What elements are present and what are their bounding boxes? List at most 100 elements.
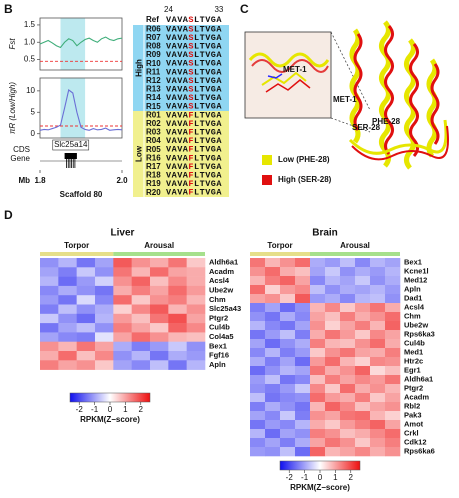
heatmap-cell [265, 258, 281, 268]
heatmap-cell [186, 304, 206, 315]
residue: T [200, 154, 205, 164]
residue: V [177, 111, 183, 121]
colorbar [69, 392, 151, 403]
residue: S [188, 59, 193, 69]
row-label: R04 [146, 136, 161, 145]
gene-label: Pak3 [404, 410, 422, 419]
residue: A [172, 59, 178, 69]
residue: L [194, 68, 199, 78]
residue: L [194, 171, 199, 181]
heatmap-cell [295, 339, 311, 349]
heatmap-cell [186, 295, 206, 305]
heatmap-cell [355, 366, 371, 376]
heatmap-cell [325, 285, 341, 295]
gene-label: Crkl [404, 428, 419, 437]
residue: V [166, 93, 172, 103]
heatmap-cell [370, 321, 386, 331]
sequence: VAVASLTVGA [166, 42, 222, 52]
heatmap-cell [385, 438, 401, 448]
heatmap-cell [295, 285, 311, 295]
heatmap-cell [150, 323, 169, 333]
residue: L [194, 15, 199, 25]
residue: V [166, 85, 172, 95]
residue: G [211, 188, 216, 198]
residue: G [211, 179, 216, 189]
heatmap-cell [355, 321, 371, 331]
heatmap-cell [131, 285, 151, 296]
residue: L [194, 162, 199, 172]
heatmap-cell [370, 267, 386, 277]
sequence: VAVAFLTVGA [166, 145, 222, 155]
residue: G [211, 171, 216, 181]
heatmap-cell [310, 267, 326, 277]
residue: A [183, 15, 189, 25]
residue-label: PHE-28 [372, 117, 401, 126]
heatmap-cell [168, 295, 187, 305]
heatmap-cell [186, 360, 206, 370]
gene-label: Acsl4 [209, 276, 230, 285]
residue: V [177, 42, 183, 52]
residue: A [216, 50, 222, 60]
residue: A [183, 154, 189, 164]
residue: V [205, 25, 211, 35]
heatmap-cell [280, 393, 296, 403]
residue: G [211, 68, 216, 78]
colorbar-tick-label: -2 [286, 473, 294, 482]
heatmap-cell [280, 285, 296, 295]
heatmap-cell [95, 341, 114, 352]
heatmap-cell [40, 258, 59, 268]
group-name: Torpor [64, 241, 89, 250]
heatmap-cell [340, 267, 356, 277]
heatmap-cell [325, 402, 341, 412]
heatmap-cell [370, 276, 386, 286]
heatmap-cell [310, 438, 326, 448]
inset-helix [251, 59, 329, 73]
residue: L [194, 136, 199, 146]
heatmap-cell [310, 393, 326, 403]
residue: V [205, 136, 211, 146]
heatmap-cell [280, 420, 296, 430]
heatmap-cell [265, 447, 281, 457]
heatmap-cell [58, 323, 77, 333]
gene-label: Slc25a43 [209, 304, 241, 313]
residue: A [183, 42, 189, 52]
row-label: R17 [146, 162, 161, 171]
residue: A [172, 25, 178, 35]
heatmap-cell [150, 258, 169, 268]
heatmap-cell [113, 295, 132, 305]
sequence: VAVASLTVGA [166, 93, 222, 103]
heatmap-cell [250, 411, 266, 421]
residue: V [205, 68, 211, 78]
heatmap-cell [40, 267, 59, 277]
group-name: High [135, 59, 144, 77]
sequence: VAVAFLTVGA [166, 119, 222, 129]
heatmap-cell [310, 258, 326, 268]
heatmap-cell [340, 348, 356, 358]
gene-label: Rbl2 [404, 401, 420, 410]
heatmap-cell [76, 323, 96, 333]
residue: A [183, 93, 189, 103]
residue: A [216, 25, 222, 35]
colorbar [279, 460, 361, 471]
heatmap-cell [355, 447, 371, 457]
heatmap-cell [325, 393, 341, 403]
heatmap-cell [295, 447, 311, 457]
heatmap-cell [295, 276, 311, 286]
row-label: R11 [146, 67, 161, 76]
residue: V [166, 145, 172, 155]
residue: T [200, 136, 205, 146]
heatmap-cell [385, 402, 401, 412]
heatmap-cell [385, 357, 401, 367]
residue: T [200, 25, 205, 35]
sequence: VAVAFLTVGA [166, 128, 222, 138]
heatmap-cell [340, 420, 356, 430]
residue: S [188, 50, 193, 60]
heatmap-cell [280, 312, 296, 322]
residue: V [177, 15, 183, 25]
residue: A [183, 76, 189, 86]
residue: A [183, 85, 189, 95]
heatmap-cell [250, 375, 266, 385]
residue: A [172, 42, 178, 52]
group-name: Low [135, 145, 144, 162]
heatmap-cell [265, 285, 281, 295]
